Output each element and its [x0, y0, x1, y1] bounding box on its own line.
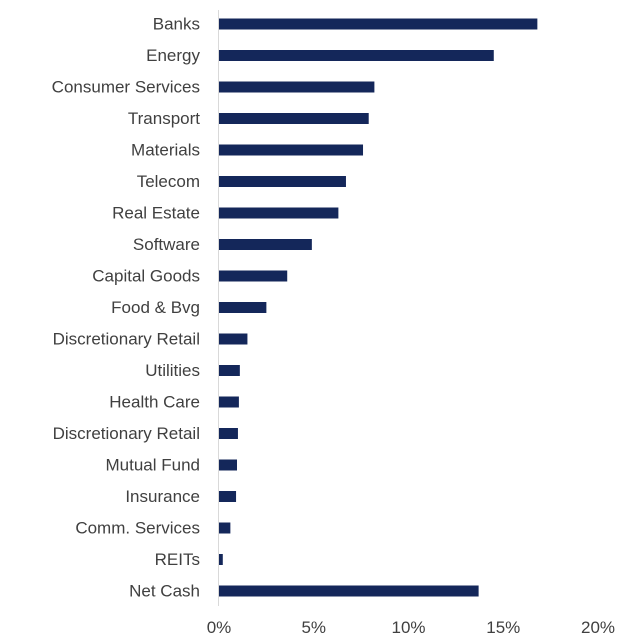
x-tick-label: 20% [581, 618, 615, 637]
bars-group [219, 18, 538, 597]
bar [219, 144, 364, 156]
bar [219, 459, 238, 471]
bar [219, 50, 494, 61]
bar [219, 18, 538, 30]
category-label: Comm. Services [75, 519, 200, 538]
bar [219, 554, 223, 565]
category-label: Materials [131, 141, 200, 160]
bar [219, 396, 239, 408]
category-label: Transport [128, 109, 200, 128]
bar [219, 302, 267, 313]
bar [219, 81, 375, 93]
category-label: Discretionary Retail [53, 424, 200, 443]
category-label: REITs [155, 550, 200, 569]
x-tick-label: 15% [486, 618, 520, 637]
bar [219, 522, 231, 534]
category-label: Real Estate [112, 204, 200, 223]
bar [219, 585, 479, 597]
category-label: Consumer Services [52, 78, 200, 97]
category-label: Mutual Fund [106, 456, 201, 475]
bar [219, 207, 339, 219]
category-label: Capital Goods [92, 267, 200, 286]
bar [219, 176, 346, 187]
x-tick-label: 0% [207, 618, 232, 637]
category-label: Banks [153, 15, 200, 34]
category-labels: Banks Energy Consumer Services Transport Mat… [52, 15, 201, 601]
bar [219, 365, 240, 376]
category-label: Utilities [145, 361, 200, 380]
category-label: Insurance [125, 487, 200, 506]
category-label: Net Cash [129, 582, 200, 601]
category-label: Health Care [109, 393, 200, 412]
category-label: Software [133, 235, 200, 254]
category-label: Energy [146, 46, 200, 65]
x-tick-label: 5% [301, 618, 326, 637]
bar [219, 270, 288, 282]
bar [219, 428, 238, 439]
bar [219, 491, 237, 502]
bar [219, 239, 312, 250]
bar [219, 333, 248, 345]
category-label: Telecom [137, 172, 200, 191]
bar [219, 113, 369, 124]
category-label: Discretionary Retail [53, 330, 200, 349]
x-tick-label: 10% [391, 618, 425, 637]
category-label: Food & Bvg [111, 298, 200, 317]
x-tick-labels: 0% 5% 10% 15% 20% [207, 618, 615, 637]
